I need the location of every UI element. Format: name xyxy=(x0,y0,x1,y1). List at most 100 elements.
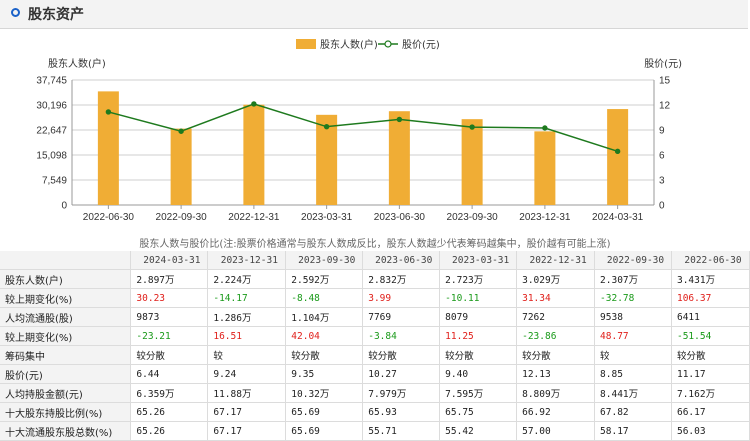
table-cell: 7.162万 xyxy=(671,383,750,403)
table-cell: 8.809万 xyxy=(516,383,596,403)
shareholder-price-chart: 0 0 7,549 3 15,098 6 22,647 9 30,196 12 37,745 15 股东… xyxy=(36,38,682,223)
table-cell: 7262 xyxy=(516,307,596,327)
section-header: 股东资产 xyxy=(0,0,748,29)
row-label: 人均持股金额(元) xyxy=(0,383,132,403)
table-cell: 11.25 xyxy=(439,326,518,346)
table-cell: 30.23 xyxy=(130,288,209,308)
bar xyxy=(316,114,338,205)
row-label: 股东人数(户) xyxy=(0,269,132,289)
table-cell: 10.27 xyxy=(362,364,441,384)
bar xyxy=(607,109,629,205)
price-point xyxy=(469,124,475,130)
table-cell: 7.979万 xyxy=(362,383,441,403)
right-tick-label: 3 xyxy=(659,176,665,187)
table-cell: 11.17 xyxy=(671,364,750,384)
table-cell: 9.35 xyxy=(285,364,364,384)
table-cell: 6411 xyxy=(671,307,750,327)
right-tick-label: 12 xyxy=(659,101,671,112)
table-cell: 9873 xyxy=(130,307,209,327)
table-cell: 1.104万 xyxy=(285,307,364,327)
bar xyxy=(97,91,119,205)
left-tick-label: 15,098 xyxy=(36,151,67,162)
table-cell: 42.04 xyxy=(285,326,364,346)
column-header: 2023-06-30 xyxy=(362,251,441,270)
legend-bar-swatch xyxy=(296,39,316,49)
price-point xyxy=(323,123,330,130)
table-cell: 2.897万 xyxy=(130,269,209,289)
table-cell: 较分散 xyxy=(285,345,364,365)
table-row: 筹码集中 较分散较较分散 较分散 较分散 较分散较较分散 xyxy=(0,345,750,365)
table-cell: 65.26 xyxy=(130,402,209,422)
table-row: 股价(元) 6.44 9.24 9.35 10.27 9.40 12.13 8.85 11.17 xyxy=(0,364,750,384)
bar xyxy=(170,128,192,205)
table-cell: 67.82 xyxy=(594,402,672,422)
price-line xyxy=(108,103,618,153)
column-header: 2022-09-30 xyxy=(594,251,672,270)
table-cell: 8079 xyxy=(439,307,518,327)
table-cell: 10.32万 xyxy=(285,383,364,403)
table-cell: 11.88万 xyxy=(207,383,287,403)
legend-bar-label: 股东人数(户) xyxy=(320,38,378,51)
row-label: 较上期变化(%) xyxy=(0,288,132,308)
x-tick-label: 2023-03-31 xyxy=(301,212,353,223)
table-cell: 2.592万 xyxy=(285,269,364,289)
table-cell: 较 xyxy=(594,345,672,365)
x-tick-label: 2022-09-30 xyxy=(156,212,208,223)
table-cell: 较 xyxy=(207,345,287,365)
column-header: 2024-03-31 xyxy=(130,251,209,270)
table-cell: -3.84 xyxy=(362,326,441,346)
table-cell: 65.75 xyxy=(439,402,518,422)
table-cell: 9.40 xyxy=(439,364,518,384)
row-label: 股价(元) xyxy=(0,364,132,384)
left-tick-label: 22,647 xyxy=(36,126,67,137)
table-cell: 9538 xyxy=(594,307,672,327)
table-row: 较上期变化(%) -23.21 16.51 42.04 -3.84 11.25 -23.86… xyxy=(0,326,750,346)
right-tick-label: 15 xyxy=(659,76,671,87)
right-tick-label: 6 xyxy=(659,151,665,162)
table-cell: 31.34 xyxy=(516,288,596,308)
x-tick-label: 2023-12-31 xyxy=(519,212,571,223)
table-cell: -8.48 xyxy=(285,288,364,308)
table-cell: 9.24 xyxy=(207,364,287,384)
shareholder-data-table: 2024-03-31 2023-12-31 2023-09-30 2023-06-30… xyxy=(0,251,750,441)
left-tick-label: 7,549 xyxy=(42,176,67,187)
table-cell: -10.11 xyxy=(439,288,518,308)
table-row: 十大股东持股比例(%) 65.26 67.17 65.69 65.93 65.75 66.9… xyxy=(0,402,750,422)
table-cell: 66.17 xyxy=(671,402,750,422)
table-cell: 6.44 xyxy=(130,364,209,384)
table-cell: 7769 xyxy=(362,307,441,327)
table-cell: 67.17 xyxy=(207,402,287,422)
table-cell: 66.92 xyxy=(516,402,596,422)
x-tick-label: 2023-09-30 xyxy=(447,212,499,223)
left-tick-label: 0 xyxy=(61,201,67,212)
table-row: 人均持股金额(元) 6.359万 11.88万 10.32万 7.979万 7.595万 8… xyxy=(0,383,750,403)
x-tick-label: 2022-12-31 xyxy=(228,212,280,223)
table-cell: 较分散 xyxy=(362,345,441,365)
chart-caption: 股东人数与股价比(注:股票价格通常与股东人数成反比，股东人数越少代表筹码越集中，… xyxy=(139,239,611,250)
table-cell: 3.431万 xyxy=(671,269,750,289)
table-cell: -23.21 xyxy=(130,326,209,346)
table-cell: 16.51 xyxy=(207,326,287,346)
bar xyxy=(461,119,483,205)
left-axis-title: 股东人数(户) xyxy=(48,57,106,70)
right-axis-title: 股价(元) xyxy=(644,58,682,70)
table-cell: 8.441万 xyxy=(594,383,672,403)
legend-line-marker xyxy=(384,40,392,48)
table-cell: 较分散 xyxy=(516,345,596,365)
table-cell: 2.723万 xyxy=(439,269,518,289)
table-header-row: 2024-03-31 2023-12-31 2023-09-30 2023-06-30… xyxy=(0,251,750,270)
x-tick-label: 2023-06-30 xyxy=(374,212,426,223)
table-cell: 7.595万 xyxy=(439,383,518,403)
table-cell: 1.286万 xyxy=(207,307,287,327)
bar xyxy=(243,104,265,205)
section-title: 股东资产 xyxy=(28,7,84,23)
table-cell: -51.54 xyxy=(671,326,750,346)
price-point xyxy=(251,101,257,107)
row-label: 筹码集中 xyxy=(0,345,132,365)
bar xyxy=(388,111,410,205)
table-row: 股东人数(户) 2.897万 2.224万 2.592万 2.832万 2.723万 3.0… xyxy=(0,269,750,289)
table-cell: 65.93 xyxy=(362,402,441,422)
price-point xyxy=(396,116,403,123)
table-cell: -32.78 xyxy=(594,288,672,308)
left-tick-label: 37,745 xyxy=(36,76,67,87)
